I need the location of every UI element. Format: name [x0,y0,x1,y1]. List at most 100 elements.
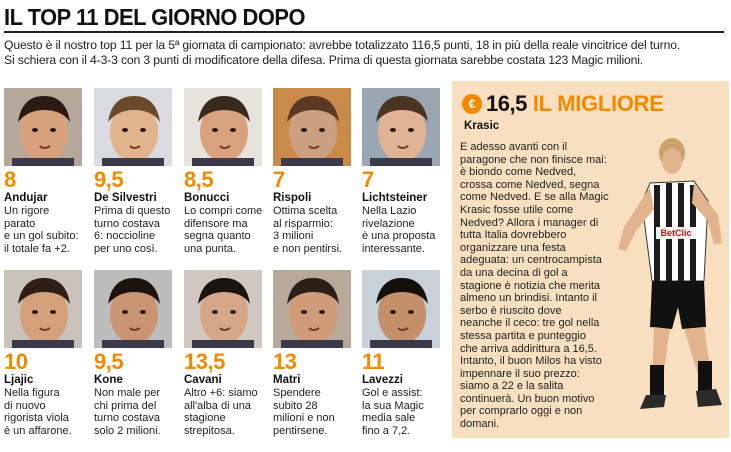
description-line: Prima di questo [94,205,171,217]
player-photo [273,88,351,166]
best-text-line: Nedved? Allora i manager di [460,216,599,229]
player-score: 13 [273,349,297,374]
description-line: media sale [362,412,416,425]
player-card: 11 Lavezzi Gol e assist: la sua Magic media … [362,270,452,437]
description-line: per uno così. [94,242,158,255]
player-name: Matri [273,374,301,386]
player-score: 13,5 [184,349,225,374]
player-photo [94,88,172,166]
player-score: 10 [4,349,28,374]
player-name: Kone [94,374,123,386]
jersey-sponsor: BetClic [660,228,691,238]
description-line: pentirsene. [273,424,328,437]
description-line: solo 2 milioni. [94,424,161,437]
description-line: 6: noccioline [94,230,156,243]
best-description: E adesso avanti con il paragone che non f… [460,141,622,431]
player-card: 10 Ljajic Nella figura di nuovo rigorista vi… [4,270,94,437]
description-line: è una proposta [362,230,436,243]
player-grid: 8 Andujar Un rigore parato e un gol subito: i… [4,88,452,437]
player-photo [94,270,172,348]
best-text-line: paragone che non finisce mai: [460,153,607,166]
euro-badge-icon: € [462,94,482,114]
description-line: subito 28 [273,399,318,412]
player-card: 9,5 Kone Non male per chi prima del turno co… [94,270,184,437]
player-score: 7 [273,167,285,192]
description-line: Un rigore [4,205,50,217]
best-text-line: tutta Italia dovrebbero [460,229,567,242]
player-description: Nella figura di nuovo rigorista viola è un … [4,387,90,437]
player-name: Bonucci [184,192,230,204]
intro-text: Questo è il nostro top 11 per la 5ª gior… [4,38,726,68]
description-line: milioni e non [273,412,335,425]
description-line: parato [4,217,36,230]
description-line: una punta. [184,242,236,255]
best-text-line: E adesso avanti con il [460,141,568,153]
player-name: Lavezzi [362,374,403,386]
best-text-line: neanche il ceco: tre gol nella [460,317,600,330]
description-line: rigorista viola [4,412,69,425]
player-name: Lichtsteiner [362,192,428,204]
description-line: Nella figura [4,387,60,399]
best-text-line: serbo è riuscito dove [460,304,562,317]
description-line: al risparmio: [273,217,333,230]
description-line: Altro +6: siamo [184,387,258,399]
player-photo: BetClic [618,138,722,409]
best-player-panel: € 16,5 IL MIGLIORE Krasic E adesso avant… [452,81,729,438]
player-name: Andujar [4,192,48,204]
description-line: turno costava [94,412,161,425]
best-text-line: Intanto, il buon Milos ha visto [460,355,602,368]
player-score: 11 [362,349,385,374]
best-text-line: Krasic fosse utile come [460,203,574,216]
best-text-line: impennare il suo prezzo: [460,367,580,380]
player-name: Cavani [184,374,222,386]
player-photo [273,270,351,348]
description-line: il totale fa +2. [4,242,70,255]
description-line: la sua Magic [362,399,424,412]
player-name: Ljajic [4,374,34,386]
best-text-line: organizzare una festa [460,241,566,254]
player-description: Lo compri come difensore ma segna quanto un… [184,205,270,255]
player-score: 8 [4,167,16,192]
player-card: 7 Rispoli Ottima scelta al risparmio: 3 mili… [273,88,363,255]
description-line: all'alba di una [184,399,251,412]
description-line: e non pentirsi. [273,242,343,255]
description-line: Gol e assist: [362,387,423,399]
player-description: Ottima scelta al risparmio: 3 milioni e non… [273,205,359,255]
best-text-line: è biondo come Nedved, [460,166,577,179]
best-text-line: continuerà. Un buon motivo [460,392,595,405]
description-line: rivelazione [362,217,415,230]
best-title: IL MIGLIORE [532,91,664,116]
description-line: segna quanto [184,230,251,243]
player-name: De Silvestri [94,192,157,204]
player-photo [184,270,262,348]
player-card: 13,5 Cavani Altro +6: siamo all'alba di una… [184,270,274,437]
description-line: di nuovo [4,399,46,412]
player-card: 13 Matri Spendere subito 28 milioni e non pen… [273,270,363,437]
player-photo [362,270,440,348]
description-line: stagione [184,412,226,425]
player-description: Un rigore parato e un gol subito: il totale… [4,205,90,255]
best-text-line: stessa partita e punteggio [460,329,586,342]
description-line: interessante. [362,242,425,255]
description-line: 3 milioni [273,230,314,243]
player-photo [4,88,82,166]
description-line: difensore ma [184,217,248,230]
best-text-line: domani. [460,418,500,431]
best-text-line: come Nedved. E se alla Magic [460,191,609,204]
player-card: 7 Lichtsteiner Nella Lazio rivelazione è una… [362,88,452,255]
best-header: € 16,5 IL MIGLIORE [462,91,664,117]
description-line: Nella Lazio [362,205,417,217]
player-card: 9,5 De Silvestri Prima di questo turno cost… [94,88,184,255]
player-score: 8,5 [184,167,214,192]
intro-line: Questo è il nostro top 11 per la 5ª gior… [4,38,681,52]
description-line: turno costava [94,217,161,230]
description-line: è un affarone. [4,424,72,437]
player-photo [4,270,82,348]
description-line: strepitosa. [184,424,235,437]
player-card: 8 Andujar Un rigore parato e un gol subito: i… [4,88,94,255]
best-text-line: siamo a 22 e la salita [460,380,564,393]
player-photo [184,88,262,166]
description-line: Lo compri come [184,205,263,217]
intro-line: Si schiera con il 4-3-3 con 3 punti di m… [4,53,644,67]
description-line: e un gol subito: [4,230,79,243]
